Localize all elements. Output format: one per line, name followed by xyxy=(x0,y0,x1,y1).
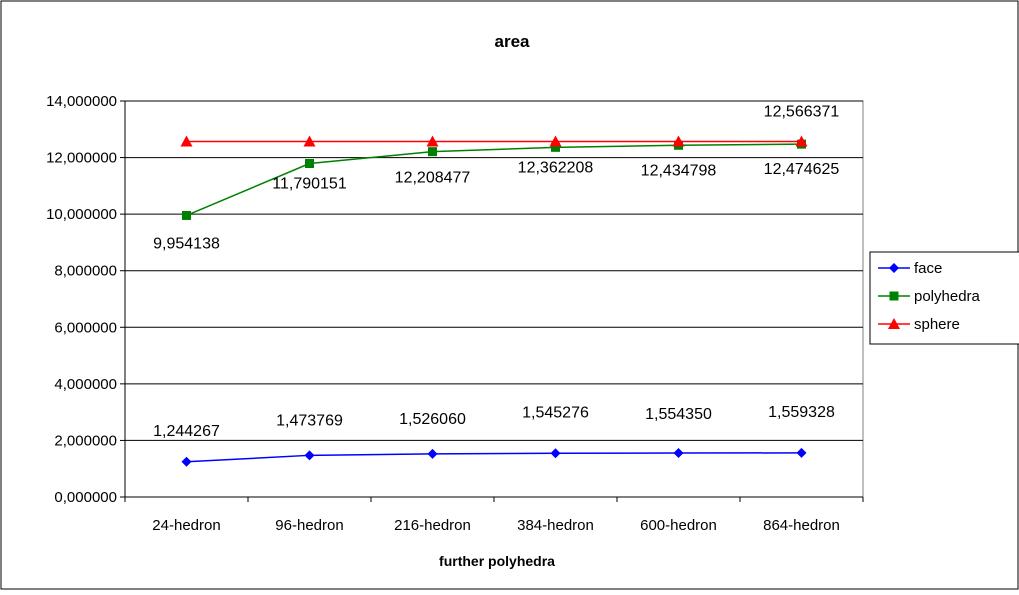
y-tick-label: 4,000000 xyxy=(54,376,117,393)
data-label-face: 1,526060 xyxy=(399,411,466,428)
data-point-face xyxy=(181,456,192,467)
y-tick-label: 8,000000 xyxy=(54,263,117,280)
data-point-sphere xyxy=(549,135,562,147)
data-point-sphere xyxy=(180,135,193,147)
data-point-polyhedra xyxy=(305,159,314,169)
data-point-sphere xyxy=(426,135,439,147)
x-tick-label: 600-hedron xyxy=(640,517,717,534)
data-point-sphere xyxy=(672,135,685,147)
data-point-face xyxy=(673,448,684,459)
legend-marker-polyhedra xyxy=(889,291,899,301)
data-point-sphere xyxy=(795,135,808,147)
data-labels: 1,244267 1,473769 1,526060 1,545276 1,554350… xyxy=(153,104,839,440)
data-point-polyhedra xyxy=(182,210,191,220)
data-label-polyhedra: 12,208477 xyxy=(395,170,471,187)
data-label-face: 1,244267 xyxy=(153,423,220,440)
legend: face polyhedra sphere xyxy=(869,251,1019,345)
data-point-polyhedra xyxy=(551,142,560,152)
data-label-face: 1,473769 xyxy=(276,412,343,429)
legend-label-polyhedra: polyhedra xyxy=(914,288,981,305)
chart-title: area xyxy=(495,32,531,51)
y-tick-label: 0,000000 xyxy=(54,489,117,506)
series-layer xyxy=(180,135,808,467)
data-label-polyhedra: 12,362208 xyxy=(518,159,594,176)
legend-marker-sphere xyxy=(888,318,900,329)
data-label-polyhedra: 12,434798 xyxy=(641,162,717,179)
x-tick-label: 96-hedron xyxy=(275,517,343,534)
data-label-sphere: 12,566371 xyxy=(764,104,840,121)
data-label-face: 1,554350 xyxy=(645,406,712,423)
axes: 0,000000 2,000000 4,000000 6,000000 8,000000… xyxy=(46,93,864,534)
data-point-sphere xyxy=(303,135,316,147)
data-point-face xyxy=(796,447,807,458)
data-point-face xyxy=(427,448,438,459)
plot-area xyxy=(124,100,864,498)
x-tick-label: 864-hedron xyxy=(763,517,840,534)
data-point-polyhedra xyxy=(428,147,437,157)
grid-lines xyxy=(125,100,863,441)
legend-label-sphere: sphere xyxy=(914,316,960,333)
data-label-face: 1,559328 xyxy=(768,404,835,421)
x-tick-label: 24-hedron xyxy=(152,517,220,534)
data-point-face xyxy=(304,450,315,461)
y-tick-label: 14,000000 xyxy=(46,93,117,110)
data-label-face: 1,545276 xyxy=(522,404,589,421)
data-label-polyhedra: 9,954138 xyxy=(153,235,220,252)
y-tick-label: 12,000000 xyxy=(46,150,117,167)
series-line-face xyxy=(186,452,802,463)
y-tick-label: 6,000000 xyxy=(54,319,117,336)
series-line-polyhedra xyxy=(186,143,802,217)
y-tick-label: 10,000000 xyxy=(46,206,117,223)
x-tick-label: 384-hedron xyxy=(517,517,594,534)
x-tick-label: 216-hedron xyxy=(394,517,471,534)
data-label-polyhedra: 12,474625 xyxy=(764,161,840,178)
x-axis-title: further polyhedra xyxy=(439,553,555,569)
legend-marker-face xyxy=(889,263,899,273)
legend-label-face: face xyxy=(914,260,942,277)
data-point-face xyxy=(550,448,561,459)
y-tick-label: 2,000000 xyxy=(54,432,117,449)
data-label-polyhedra: 11,790151 xyxy=(272,176,347,193)
